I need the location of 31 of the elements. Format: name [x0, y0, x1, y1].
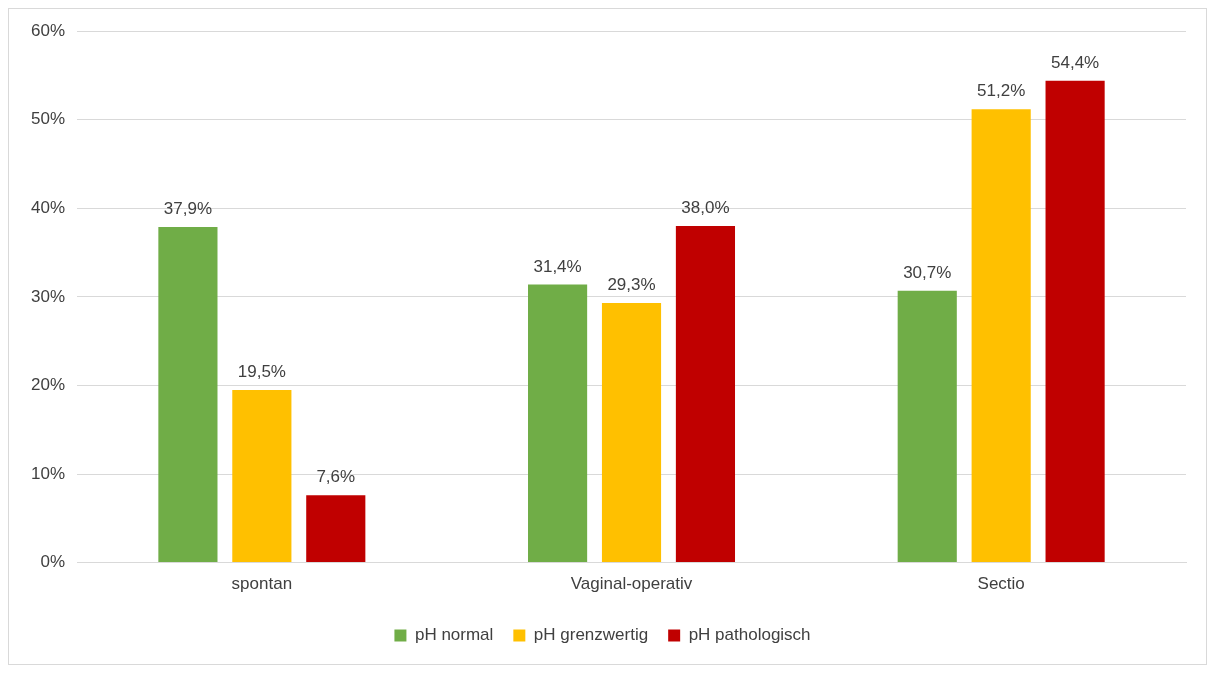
x-tick-label: spontan	[231, 574, 293, 594]
y-tick-label: 10%	[30, 463, 66, 483]
data-label: 30,7%	[903, 262, 952, 282]
bar	[675, 226, 736, 563]
data-label: 7,6%	[316, 467, 356, 487]
legend-label: pH pathologisch	[688, 625, 811, 645]
bar	[306, 495, 366, 563]
legend-label: pH normal	[414, 625, 494, 645]
y-tick-label: 0%	[40, 552, 66, 572]
y-tick-label: 60%	[30, 20, 66, 40]
data-label: 54,4%	[1051, 52, 1100, 72]
data-label: 19,5%	[237, 362, 286, 382]
y-tick-label: 30%	[30, 286, 66, 306]
bar	[528, 284, 588, 563]
x-tick-label: Sectio	[977, 574, 1025, 594]
data-label: 29,3%	[607, 275, 656, 295]
data-label: 51,2%	[977, 81, 1026, 101]
x-tick-label: Vaginal-operativ	[570, 574, 693, 594]
bar	[897, 290, 957, 563]
legend-label: pH grenzwertig	[533, 625, 649, 645]
y-tick-label: 50%	[30, 109, 66, 129]
data-label: 37,9%	[163, 199, 213, 219]
bar	[601, 303, 662, 563]
data-label: 38,0%	[681, 198, 730, 218]
bar	[232, 389, 292, 563]
bar	[158, 226, 218, 563]
bar	[1045, 80, 1105, 563]
y-tick-label: 40%	[30, 198, 66, 218]
bar	[971, 109, 1031, 563]
y-tick-label: 20%	[30, 375, 66, 395]
data-label: 31,4%	[533, 256, 582, 276]
